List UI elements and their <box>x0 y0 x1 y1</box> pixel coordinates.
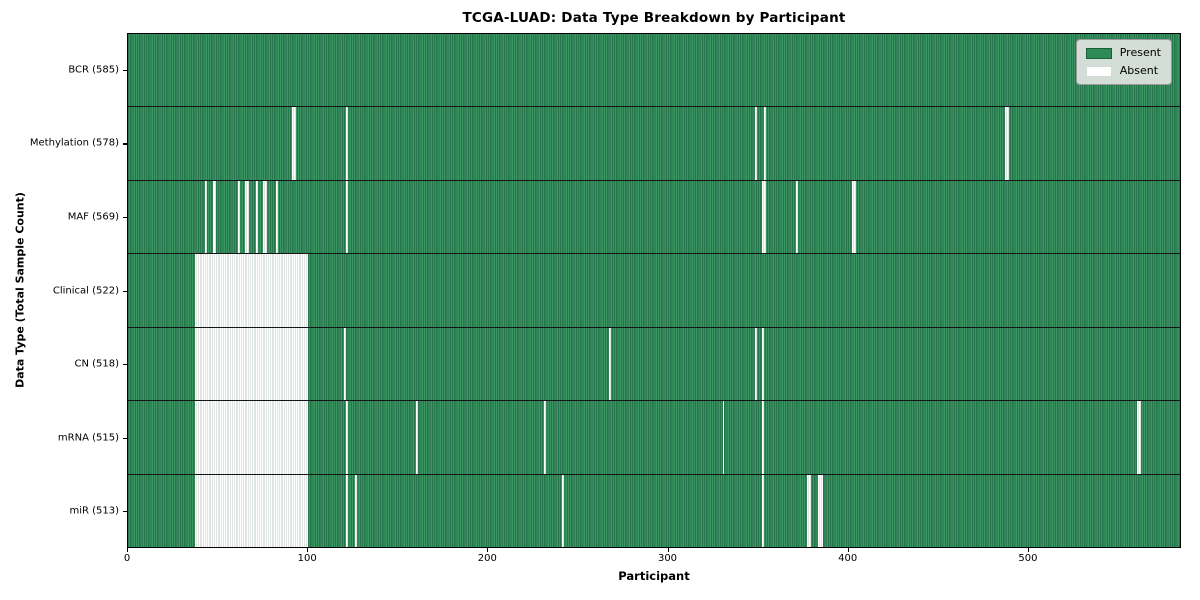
absent-mark <box>237 180 240 254</box>
absent-mark <box>609 327 611 401</box>
ytick-label-methylation: Methylation (578) <box>29 137 119 149</box>
ytick-mark <box>123 143 127 145</box>
heatmap-row-mir <box>128 474 1180 547</box>
heatmap-row-maf <box>128 180 1180 255</box>
absent-mark <box>275 180 278 254</box>
chart-title: TCGA-LUAD: Data Type Breakdown by Partic… <box>462 10 846 26</box>
xtick-mark <box>307 548 309 552</box>
ytick-label-cn: CN (518) <box>74 358 119 370</box>
absent-mark <box>255 180 258 254</box>
legend-entry-present: Present <box>1085 46 1161 59</box>
absent-mark <box>205 180 208 254</box>
ytick-label-maf: MAF (569) <box>67 211 119 223</box>
absent-mark <box>214 180 217 254</box>
absent-swatch <box>1085 65 1112 77</box>
xtick-label-400: 400 <box>838 553 858 564</box>
heatmap-row-bcr <box>128 34 1180 108</box>
xtick-label-200: 200 <box>477 553 497 564</box>
absent-mark <box>355 474 357 547</box>
heatmap-rows <box>128 34 1180 547</box>
ytick-label-mrna: mRNA (515) <box>57 432 119 444</box>
xtick-label-100: 100 <box>297 553 317 564</box>
xtick-label-0: 0 <box>123 553 131 564</box>
ytick-label-mir: miR (513) <box>69 505 119 517</box>
absent-mark <box>1005 107 1010 180</box>
heatmap-row-clinical <box>128 254 1180 328</box>
absent-mark <box>562 474 564 547</box>
absent-mark <box>346 474 348 547</box>
ytick-mark <box>123 290 127 292</box>
plot-area: Present Absent <box>127 33 1181 548</box>
absent-mark <box>346 180 348 254</box>
absent-mark <box>754 107 757 180</box>
heatmap-row-mrna <box>128 401 1180 475</box>
absent-mark <box>194 327 309 401</box>
absent-mark <box>852 180 856 254</box>
absent-mark <box>807 474 811 547</box>
present-swatch <box>1085 47 1112 59</box>
ytick-label-clinical: Clinical (522) <box>52 285 119 296</box>
xtick-mark <box>127 548 129 552</box>
ytick-mark <box>123 437 127 439</box>
absent-mark <box>346 401 348 474</box>
xtick-mark <box>667 548 669 552</box>
absent-mark <box>722 401 725 474</box>
absent-mark <box>1136 401 1141 474</box>
absent-mark <box>796 180 799 254</box>
absent-mark <box>416 401 419 474</box>
absent-mark <box>762 474 764 547</box>
absent-mark <box>818 474 824 547</box>
absent-mark <box>291 107 296 180</box>
absent-mark <box>194 254 309 327</box>
absent-mark <box>762 401 764 474</box>
x-axis-label: Participant <box>618 569 690 583</box>
xtick-mark <box>487 548 489 552</box>
heatmap-row-methylation <box>128 107 1180 181</box>
absent-mark <box>194 401 309 474</box>
absent-mark <box>194 474 309 547</box>
xtick-label-300: 300 <box>657 553 678 564</box>
absent-mark <box>344 327 346 401</box>
legend-entry-absent: Absent <box>1085 64 1161 77</box>
ytick-mark <box>123 69 127 71</box>
xtick-label-500: 500 <box>1018 553 1038 564</box>
heatmap-row-cn <box>128 327 1180 402</box>
ytick-mark <box>123 364 127 366</box>
absent-mark <box>764 107 766 180</box>
legend-label-present: Present <box>1119 46 1161 59</box>
absent-mark <box>762 327 764 401</box>
absent-mark <box>246 180 249 254</box>
legend: Present Absent <box>1075 39 1172 85</box>
absent-mark <box>245 180 247 254</box>
absent-mark <box>212 180 215 254</box>
xtick-mark <box>847 548 849 552</box>
absent-mark <box>544 401 546 474</box>
absent-mark <box>346 107 348 180</box>
xtick-mark <box>1027 548 1030 552</box>
legend-label-absent: Absent <box>1119 64 1159 77</box>
absent-mark <box>754 327 757 401</box>
ytick-mark <box>123 511 127 513</box>
absent-mark <box>762 180 766 254</box>
ytick-mark <box>123 216 127 219</box>
absent-mark <box>263 180 267 254</box>
ytick-label-bcr: BCR (585) <box>68 64 119 76</box>
